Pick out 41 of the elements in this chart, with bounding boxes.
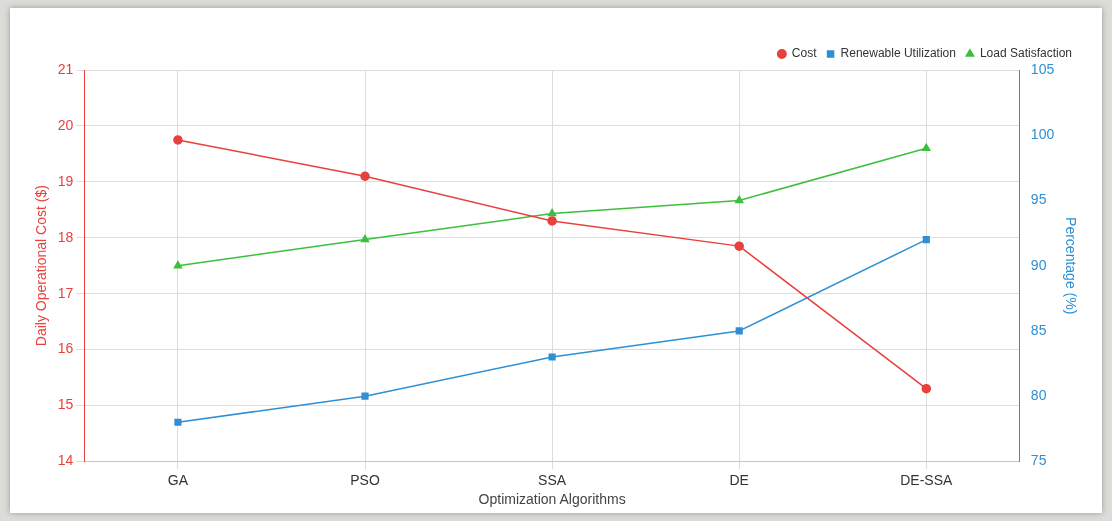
y2-tick-label: 100 [1030, 126, 1055, 143]
point [547, 216, 557, 226]
point [361, 392, 369, 400]
point [173, 260, 183, 269]
y2-tick-label: 95 [1030, 191, 1047, 208]
y2-tick-label: 75 [1030, 452, 1047, 469]
legend-label: Renewable Utilization [840, 46, 956, 61]
x-tick-label: GA [167, 471, 189, 488]
point [360, 171, 370, 181]
point [921, 383, 932, 394]
y-tick-label: 20 [57, 116, 74, 133]
y2-tick-label: 80 [1030, 387, 1047, 404]
legend-label: Cost [791, 46, 818, 61]
y2-tick-label: 105 [1030, 60, 1055, 77]
point [734, 241, 744, 251]
y-tick-label: 14 [57, 452, 74, 469]
y-tick-label: 18 [57, 228, 74, 245]
x-tick-label: DE [729, 471, 749, 488]
y-tick-label: 19 [57, 172, 74, 189]
y2-axis-title: Percentage (%) [1062, 217, 1079, 315]
point [735, 327, 743, 335]
y-tick-label: 15 [57, 396, 74, 413]
x-tick-label: PSO [350, 471, 380, 488]
legend-label: Load Satisfaction [979, 46, 1072, 61]
point [922, 143, 931, 152]
x-tick-label: DE-SSA [900, 471, 954, 488]
point [922, 236, 930, 244]
y2-tick-label: 90 [1030, 256, 1047, 273]
y-tick-label: 21 [57, 60, 74, 77]
y-tick-label: 16 [57, 340, 74, 357]
x-axis-title: Optimization Algorithms [478, 491, 626, 508]
point [548, 353, 556, 361]
point [173, 135, 183, 145]
y-axis-title: Daily Operational Cost ($) [33, 185, 50, 347]
point [734, 195, 744, 204]
point [547, 208, 557, 217]
point [174, 418, 182, 426]
x-tick-label: SSA [538, 471, 567, 488]
point [360, 234, 370, 243]
y2-tick-label: 85 [1030, 321, 1047, 338]
y-tick-label: 17 [57, 284, 74, 301]
